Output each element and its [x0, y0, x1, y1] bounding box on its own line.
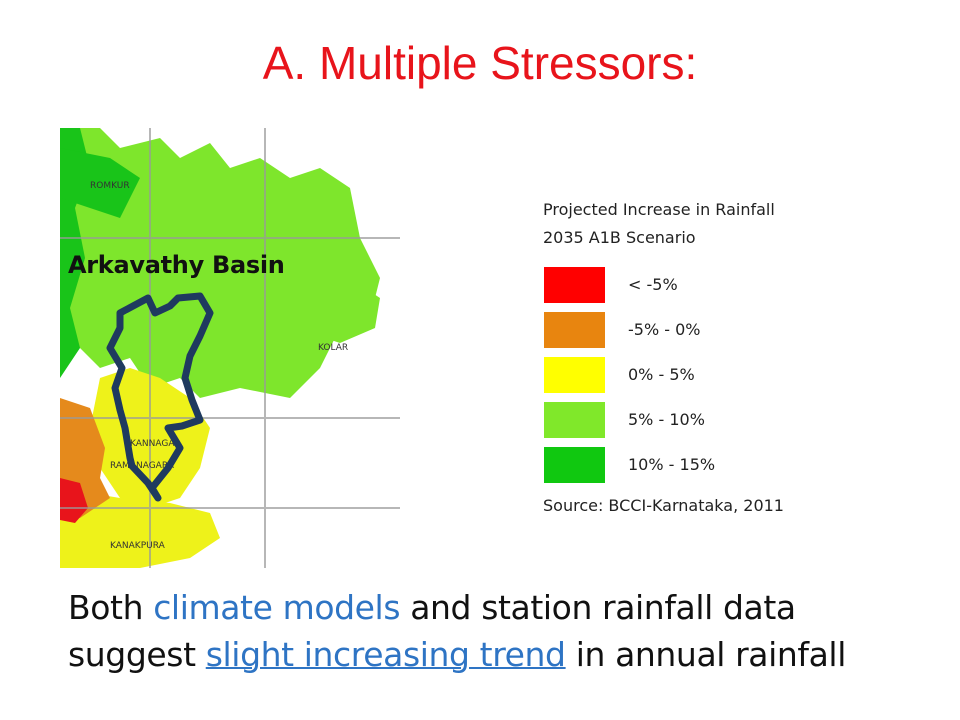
- legend-label: 0% - 5%: [628, 365, 695, 384]
- legend-item: 0% - 5%: [544, 357, 804, 393]
- legend-swatch: [544, 357, 605, 393]
- legend-item: -5% - 0%: [544, 312, 804, 348]
- caption-line2: suggest slight increasing trend in annua…: [68, 631, 948, 678]
- region-label: KANNAGAR: [130, 439, 181, 449]
- map-region-labels: ROMKUR KOLAR KANNAGAR KANAKPURA RAMANAGA…: [90, 181, 348, 551]
- legend-swatch: [544, 312, 605, 348]
- caption: Both climate models and station rainfall…: [68, 584, 948, 678]
- basin-outline: [106, 292, 214, 502]
- slide-title: A. Multiple Stressors:: [262, 37, 698, 89]
- caption-text: in annual rainfall: [565, 635, 847, 674]
- region-green-northwest: [60, 148, 140, 218]
- legend-label: 10% - 15%: [628, 455, 716, 474]
- legend-title: Projected Increase in Rainfall 2035 A1B …: [543, 196, 775, 252]
- caption-text: and station rainfall data: [400, 588, 796, 627]
- caption-text: Both: [68, 588, 154, 627]
- map-gridlines: [60, 128, 400, 568]
- region-red: [60, 478, 88, 523]
- caption-line1: Both climate models and station rainfall…: [68, 584, 948, 631]
- legend-label: < -5%: [628, 275, 678, 294]
- region-light-green-north: [60, 128, 380, 398]
- region-label: KANAKPURA: [110, 541, 166, 551]
- legend-item: 10% - 15%: [544, 447, 804, 483]
- legend-label: 5% - 10%: [628, 410, 705, 429]
- rainfall-map: ROMKUR KOLAR KANNAGAR KANAKPURA RAMANAGA…: [60, 128, 400, 568]
- region-label: ROMKUR: [90, 181, 130, 191]
- region-label: KOLAR: [318, 343, 348, 353]
- basin-label: Arkavathy Basin: [68, 251, 285, 279]
- source-note: Source: BCCI-Karnataka, 2011: [543, 496, 784, 515]
- legend-item: < -5%: [544, 267, 804, 303]
- region-label: RAMANAGARA: [110, 461, 175, 471]
- caption-highlight-climate-models: climate models: [153, 588, 401, 627]
- region-light-green-east: [280, 278, 380, 343]
- caption-link-increasing-trend[interactable]: slight increasing trend: [205, 635, 566, 674]
- legend-title-line1: Projected Increase in Rainfall: [543, 200, 775, 219]
- legend-swatch: [544, 402, 605, 438]
- legend-title-line2: 2035 A1B Scenario: [543, 228, 696, 247]
- legend-label: -5% - 0%: [628, 320, 701, 339]
- caption-text: suggest: [68, 635, 206, 674]
- legend-item: 5% - 10%: [544, 402, 804, 438]
- legend-swatch: [544, 267, 605, 303]
- legend-swatch: [544, 447, 605, 483]
